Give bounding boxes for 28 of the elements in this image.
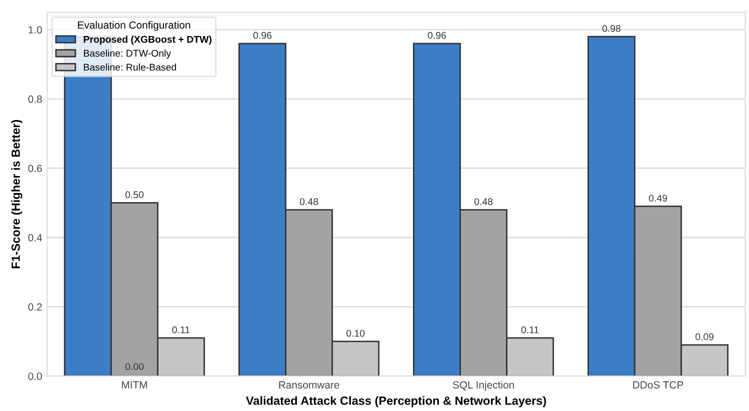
y-tick-label: 1.0 [28, 26, 42, 34]
y-tick-label: 0.6 [28, 164, 42, 172]
data-label: 0.10 [346, 330, 365, 337]
legend-title: Evaluation Configuration [78, 21, 190, 31]
y-tick-label: 0.0 [28, 372, 42, 380]
x-tick-label: SQL Injection [452, 380, 514, 391]
x-tick-label: Ransomware [279, 381, 340, 389]
legend-label: Baseline: Rule-Based [84, 64, 176, 71]
data-label: 0.11 [172, 326, 190, 334]
y-tick-label: 0.4 [28, 234, 42, 242]
data-label: 0.98 [602, 24, 620, 32]
y-tick-label: 0.2 [28, 303, 42, 311]
data-label: 0.50 [125, 191, 144, 198]
data-label: 0.49 [648, 194, 667, 202]
y-axis-title: F1-Score (Higher is Better) [11, 120, 22, 268]
data-label: 0.96 [253, 32, 272, 39]
data-label: 0.09 [695, 333, 714, 340]
annotation: 0.00 [125, 363, 144, 370]
data-label: 0.48 [300, 198, 318, 206]
x-axis-title: Validated Attack Class (Perception & Network Layers) [246, 396, 546, 408]
y-tick-label: 0.8 [28, 95, 42, 103]
data-label: 0.96 [428, 32, 446, 39]
data-label: 0.48 [474, 198, 493, 206]
data-label: 0.11 [521, 326, 539, 334]
x-tick-label: MITM [122, 381, 147, 388]
x-tick-label: DDoS TCP [633, 381, 684, 389]
legend-label: Baseline: DTW-Only [84, 50, 172, 59]
legend-label: Proposed (XGBoost + DTW) [84, 36, 212, 45]
